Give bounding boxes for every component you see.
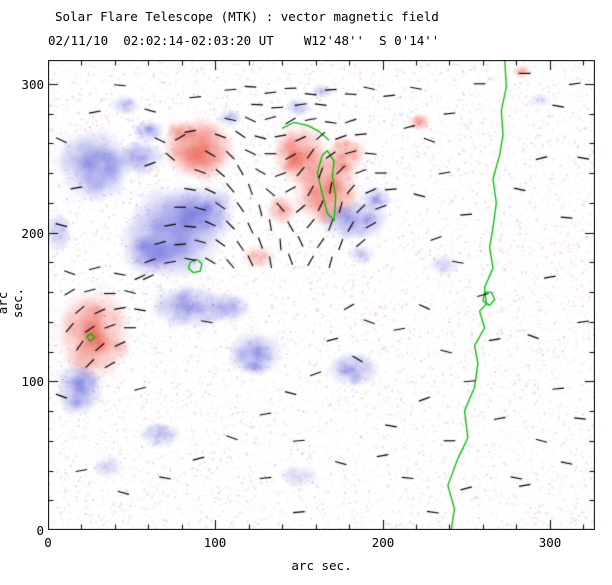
x-axis-label: arc sec.: [291, 558, 352, 573]
magnetogram-canvas: [48, 60, 595, 530]
y-axis-label: arc sec.: [0, 287, 25, 319]
y-tick-label-0: 0: [36, 523, 44, 538]
x-tick-label-100: 100: [203, 535, 227, 550]
plot-subtitle: 02/11/10 02:02:14-02:03:20 UT W12'48'' S…: [48, 33, 440, 48]
plot-title: Solar Flare Telescope (MTK) : vector mag…: [55, 9, 439, 24]
x-tick-label-0: 0: [44, 535, 52, 550]
y-tick-label-300: 300: [21, 77, 44, 92]
y-tick-label-200: 200: [21, 226, 44, 241]
x-tick-label-200: 200: [371, 535, 395, 550]
x-tick-label-300: 300: [538, 535, 562, 550]
y-tick-label-100: 100: [21, 374, 44, 389]
